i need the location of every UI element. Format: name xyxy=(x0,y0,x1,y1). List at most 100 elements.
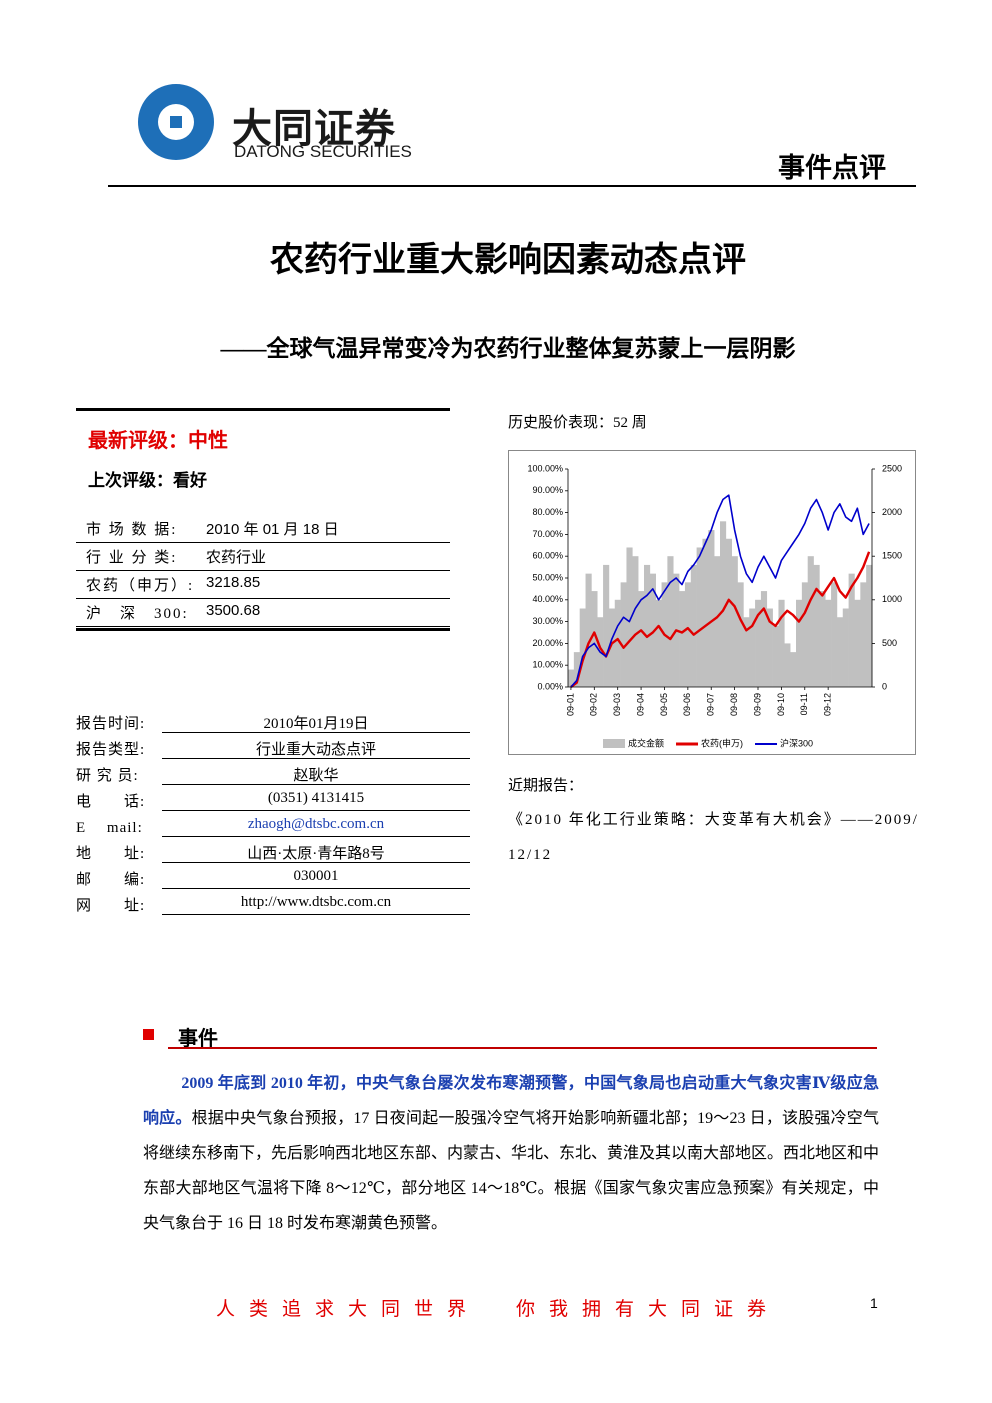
y-tick-label: 100.00% xyxy=(527,463,563,473)
y2-tick-label: 2000 xyxy=(882,507,902,517)
bar xyxy=(731,556,738,687)
row-value: 3500.68 xyxy=(206,602,261,619)
doc-type: 事件点评 xyxy=(778,153,886,183)
y2-tick-label: 1500 xyxy=(882,551,902,561)
row-label: 行 业 分 类: xyxy=(86,550,178,566)
event-rule xyxy=(168,1047,877,1049)
info-rule xyxy=(162,784,470,785)
x-tick-label: 09-05 xyxy=(659,693,669,716)
row-label: 农药（申万）: xyxy=(86,578,195,594)
box-rule xyxy=(76,408,450,411)
slogan: 人类追求大同世界 xyxy=(216,1299,481,1320)
row-label: 沪 深 300: xyxy=(86,606,189,622)
row-value: 3218.85 xyxy=(206,574,261,591)
bar xyxy=(667,556,674,687)
y-tick-label: 70.00% xyxy=(532,529,563,539)
info-label: 邮 编: xyxy=(76,872,146,888)
bar xyxy=(848,573,855,687)
y-tick-label: 30.00% xyxy=(532,616,563,626)
info-value: 行业重大动态点评 xyxy=(255,742,376,758)
slogan: 你我拥有大同证券 xyxy=(516,1299,781,1320)
y2-tick-label: 2500 xyxy=(882,463,902,473)
recent-heading: 近期报告： xyxy=(508,778,584,794)
bar xyxy=(679,591,686,687)
bar xyxy=(772,625,779,687)
legend-label: 沪深300 xyxy=(780,737,813,748)
info-value: 2010年01月19日 xyxy=(263,716,369,732)
subtitle: ——全球气温异常变冷为农药行业整体复苏蒙上一层阴影 xyxy=(220,336,796,361)
y-tick-label: 0.00% xyxy=(537,681,563,691)
bar xyxy=(591,591,598,687)
bar xyxy=(831,582,838,687)
bar xyxy=(825,599,832,687)
x-tick-label: 09-08 xyxy=(729,693,739,716)
y-tick-label: 90.00% xyxy=(532,485,563,495)
chart-caption: 历史股价表现：52 周 xyxy=(508,415,647,431)
bullet xyxy=(143,1029,154,1040)
bar xyxy=(684,582,692,687)
bar xyxy=(725,538,732,687)
bar xyxy=(807,556,814,687)
y2-tick-label: 1000 xyxy=(882,594,902,604)
bar xyxy=(620,582,627,687)
y-tick-label: 10.00% xyxy=(532,660,563,670)
bar xyxy=(644,564,651,687)
y2-tick-label: 500 xyxy=(882,638,897,648)
bar xyxy=(766,608,773,687)
x-tick-label: 09-04 xyxy=(635,693,645,716)
bar xyxy=(655,599,662,687)
info-rule xyxy=(162,758,470,759)
rating-previous: 上次评级：看好 xyxy=(88,471,207,490)
row-value: 2010 年 01 月 18 日 xyxy=(206,521,339,538)
bar xyxy=(737,582,744,687)
info-rule xyxy=(162,810,470,811)
x-tick-label: 09-02 xyxy=(589,693,599,716)
info-value: (0351) 4131415 xyxy=(267,790,365,806)
x-tick-label: 09-06 xyxy=(682,693,692,716)
event-lead: 2009 年底到 2010 年初，中央气象台屡次发布寒潮预警，中国气象局也启动重… xyxy=(143,1075,879,1127)
legend-label: 农药(申万) xyxy=(701,737,743,748)
info-label: 研 究 员: xyxy=(76,768,139,784)
line xyxy=(570,494,870,688)
bar xyxy=(573,652,580,687)
bar xyxy=(749,608,756,687)
x-tick-label: 09-10 xyxy=(776,693,786,716)
bar xyxy=(866,564,873,687)
info-value: http://www.dtsbc.com.cn xyxy=(240,894,392,910)
info-value: zhaogh@dtsbc.com.cn xyxy=(247,816,385,832)
info-rule xyxy=(162,888,470,889)
x-tick-label: 09-11 xyxy=(799,693,809,715)
bar xyxy=(796,599,803,687)
info-rule xyxy=(162,914,470,915)
legend-swatch xyxy=(603,739,625,748)
bar xyxy=(568,669,575,687)
y2-tick-label: 0 xyxy=(882,681,887,691)
bar xyxy=(603,564,610,687)
event-paragraph: 2009 年底到 2010 年初，中央气象台屡次发布寒潮预警，中国气象局也启动重… xyxy=(143,1066,879,1241)
row-rule xyxy=(76,542,450,543)
info-label: 地 址: xyxy=(76,846,146,862)
row-value: 农药行业 xyxy=(206,549,267,566)
bar xyxy=(778,599,785,687)
row-label: 市 场 数 据: xyxy=(86,522,178,538)
info-label: E mail: xyxy=(76,820,143,836)
bar xyxy=(760,591,768,687)
bar xyxy=(860,582,867,687)
row-rule xyxy=(76,570,450,571)
bar xyxy=(819,591,826,687)
bar xyxy=(720,521,727,687)
line xyxy=(570,551,871,688)
info-rule xyxy=(162,836,470,837)
info-value: 赵耿华 xyxy=(293,768,339,784)
bar xyxy=(585,573,592,687)
page-number: 1 xyxy=(870,1295,878,1311)
info-label: 电 话: xyxy=(76,794,146,810)
bar xyxy=(836,617,844,687)
y-tick-label: 20.00% xyxy=(532,638,563,648)
bar xyxy=(714,556,721,687)
info-rule xyxy=(162,862,470,863)
logo-en: DATONG SECURITIES xyxy=(234,142,412,161)
y-tick-label: 60.00% xyxy=(532,551,563,561)
info-label: 报告类型: xyxy=(76,742,146,758)
